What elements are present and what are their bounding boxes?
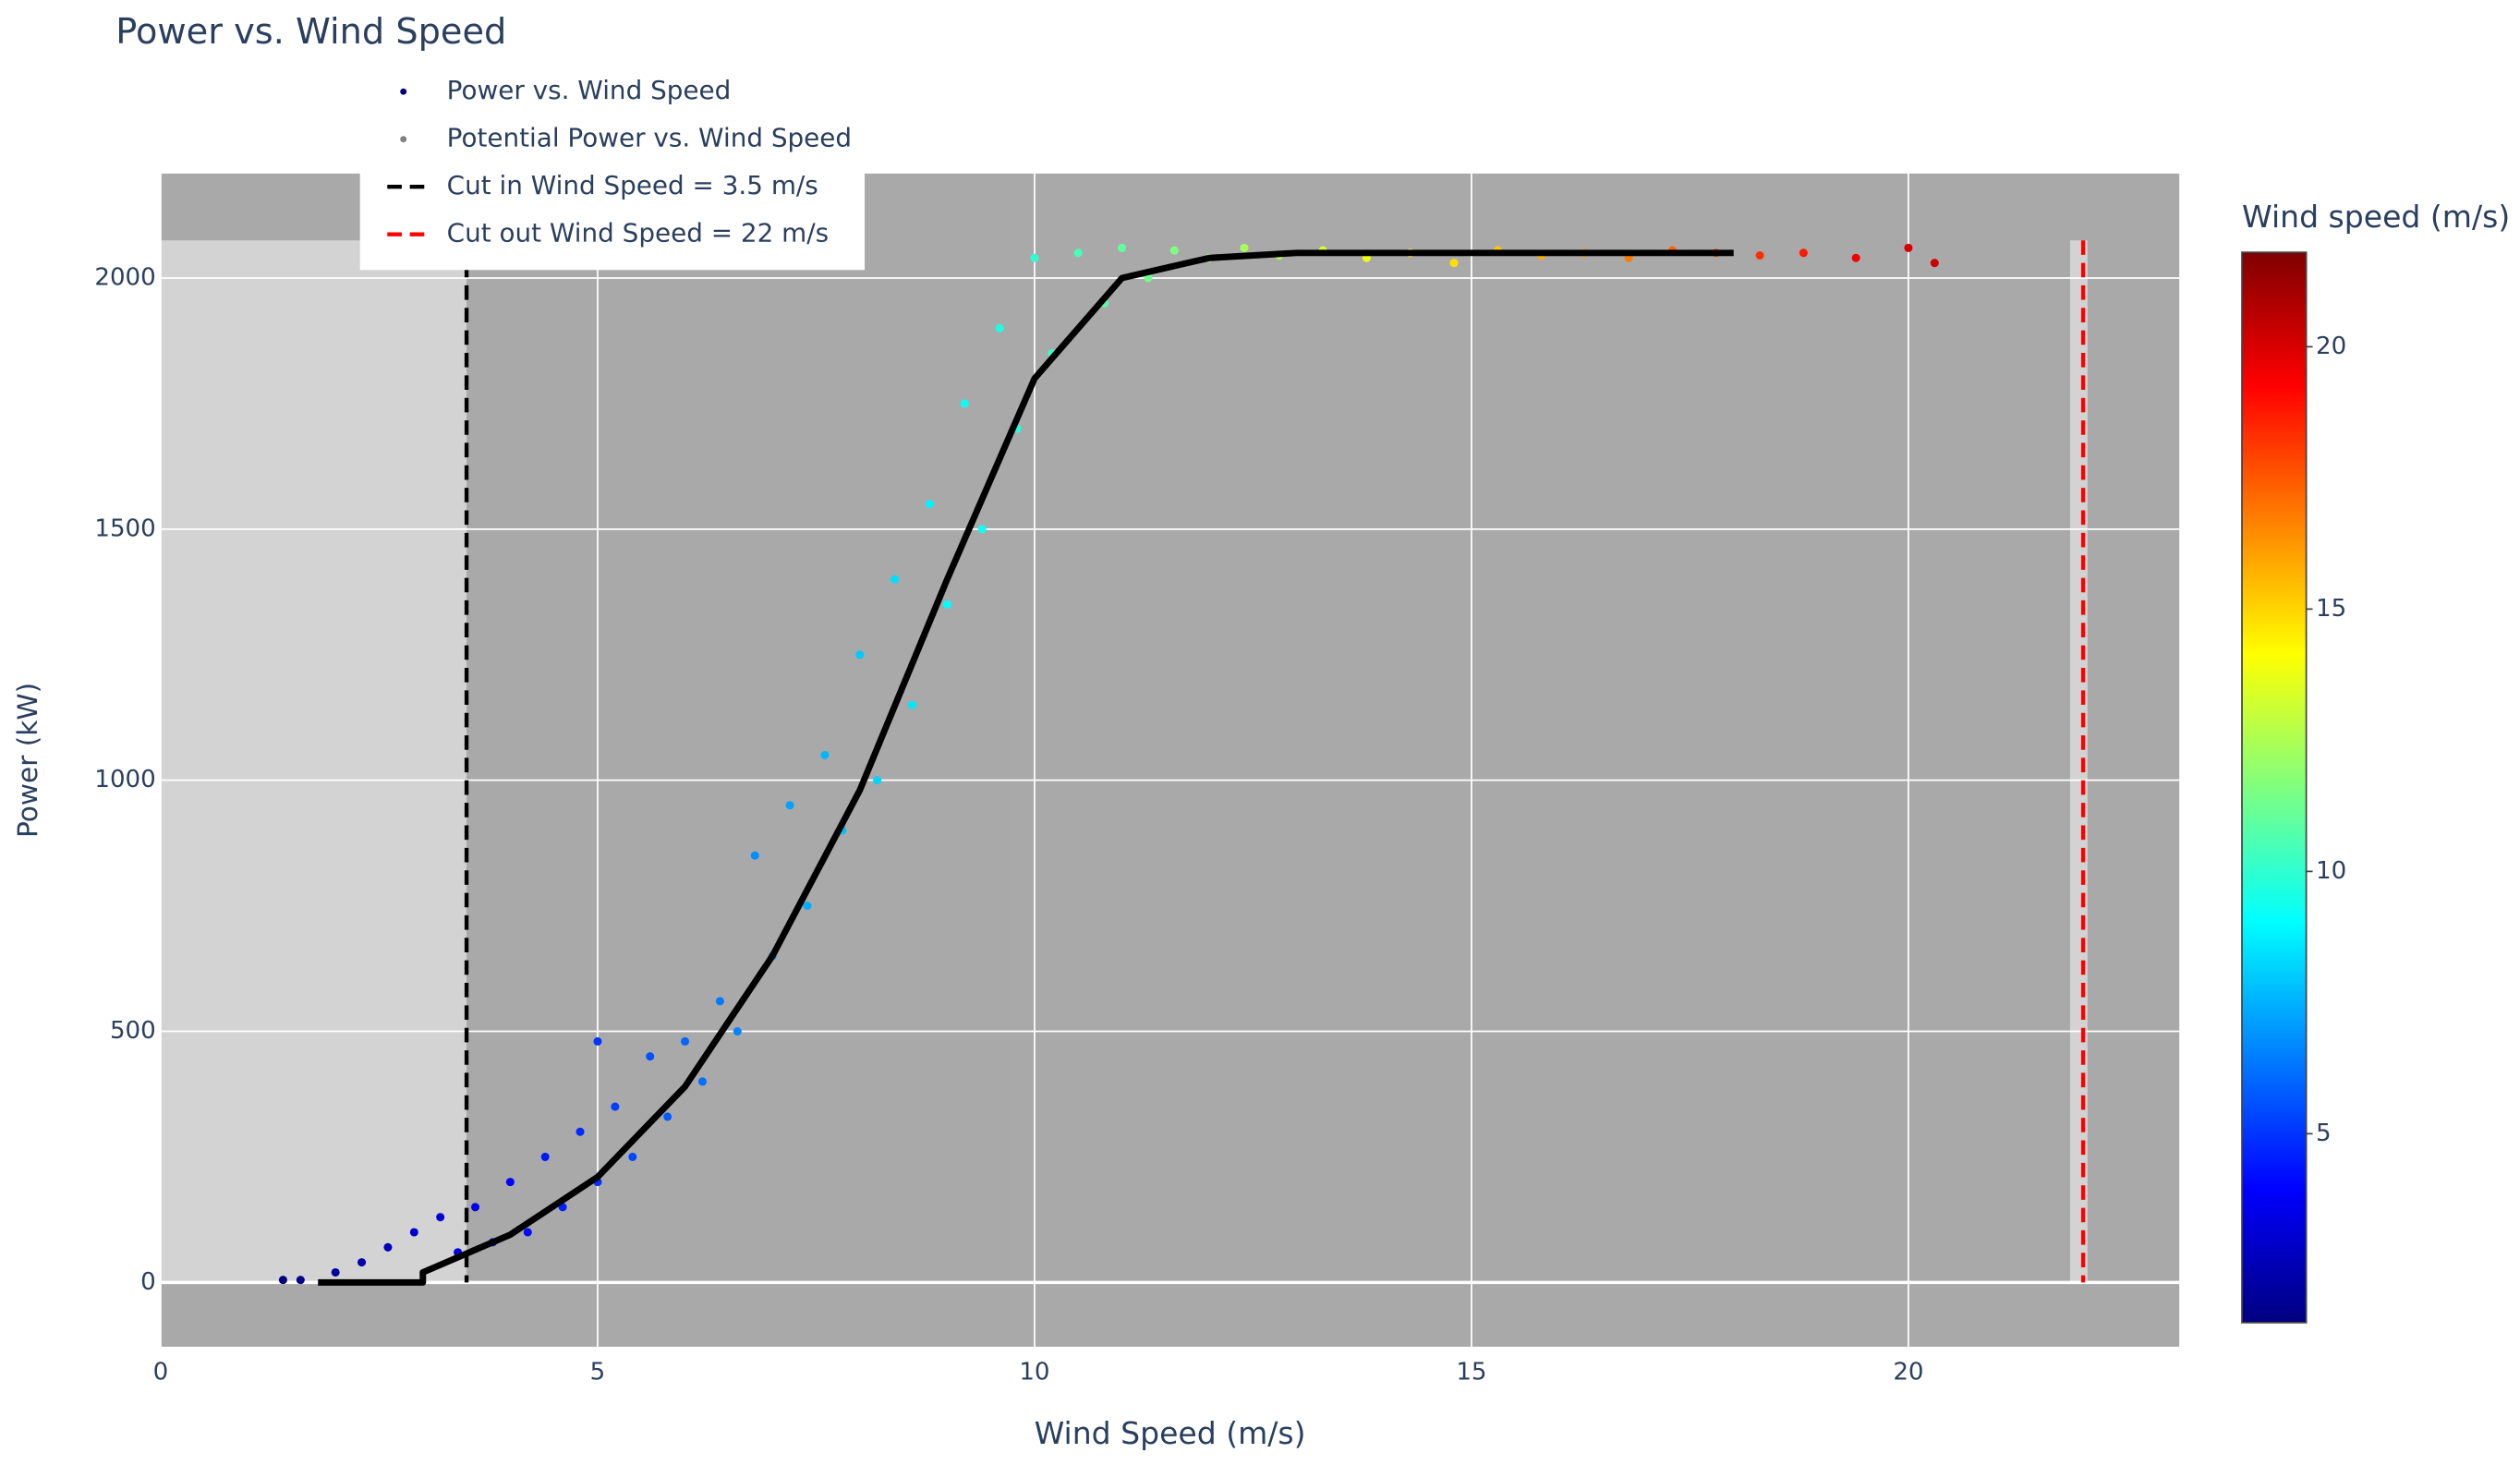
- scatter-point: [1851, 253, 1860, 262]
- scatter-point: [1073, 248, 1083, 258]
- legend-symbol: [400, 136, 407, 143]
- scatter-point: [523, 1228, 532, 1237]
- legend-label: Power vs. Wind Speed: [447, 75, 732, 105]
- scatter-point: [873, 776, 882, 785]
- scatter-point: [995, 323, 1004, 333]
- scatter-point: [505, 1178, 515, 1187]
- colorbar-tick-label: 10: [2316, 857, 2346, 885]
- colorbar-tick-label: 5: [2316, 1120, 2332, 1147]
- scatter-point: [1930, 259, 1939, 268]
- colorbar-tick-label: 15: [2316, 595, 2346, 623]
- scatter-point: [733, 1026, 742, 1036]
- power-curve: [318, 249, 1734, 1286]
- scatter-point: [697, 1077, 708, 1086]
- scatter-point: [331, 1267, 340, 1277]
- scatter-point: [785, 801, 794, 810]
- scatter-point: [1904, 243, 1913, 252]
- y-axis-label: Power (kW): [12, 683, 43, 838]
- shaded-region: [160, 240, 467, 1283]
- chart-title: Power vs. Wind Speed: [115, 11, 506, 53]
- scatter-point: [296, 1276, 305, 1285]
- x-tick-label: 5: [590, 1358, 606, 1386]
- scatter-point: [409, 1228, 418, 1237]
- legend-symbol: [400, 88, 407, 95]
- scatter-point: [357, 1258, 367, 1267]
- scatter-point: [611, 1102, 620, 1111]
- scatter-point: [1449, 259, 1459, 268]
- scatter-point: [855, 650, 865, 660]
- scatter-point: [942, 599, 951, 609]
- scatter-point: [715, 997, 724, 1006]
- x-tick-label: 10: [1019, 1358, 1049, 1386]
- scatter-point: [890, 575, 900, 584]
- y-tick-label: 1500: [94, 515, 155, 542]
- scatter-point: [1169, 246, 1179, 255]
- scatter-point: [1118, 243, 1127, 252]
- scatter-point: [628, 1152, 637, 1161]
- scatter-point: [1755, 250, 1764, 260]
- y-tick-label: 500: [110, 1017, 156, 1045]
- scatter-point: [471, 1203, 480, 1212]
- colorbar-title: Wind speed (m/s): [2242, 199, 2510, 235]
- scatter-point: [960, 399, 969, 408]
- legend-label: Cut in Wind Speed = 3.5 m/s: [447, 170, 818, 200]
- scatter-point: [1240, 243, 1249, 252]
- scatter-point: [820, 750, 830, 760]
- plot-area: [160, 173, 2180, 1347]
- scatter-point: [540, 1152, 550, 1161]
- legend-label: Potential Power vs. Wind Speed: [447, 123, 852, 153]
- scatter-point: [436, 1213, 445, 1222]
- scatter-point: [1799, 248, 1808, 258]
- scatter-point: [593, 1036, 602, 1046]
- legend-box: [359, 163, 866, 271]
- scatter-point: [977, 525, 987, 534]
- x-axis-label: Wind Speed (m/s): [1035, 1415, 1306, 1451]
- colorbar-tick-label: 20: [2316, 333, 2346, 360]
- colorbar: [2241, 251, 2308, 1324]
- y-tick-label: 1000: [94, 766, 155, 793]
- scatter-point: [803, 902, 812, 911]
- x-tick-label: 20: [1893, 1358, 1923, 1386]
- scatter-point: [681, 1036, 690, 1046]
- x-tick-label: 0: [153, 1358, 169, 1386]
- scatter-point: [646, 1052, 655, 1061]
- scatter-point: [925, 500, 934, 509]
- y-tick-label: 0: [140, 1268, 156, 1296]
- scatter-point: [1144, 273, 1153, 283]
- scatter-point: [663, 1112, 672, 1121]
- scatter-point: [1030, 253, 1039, 262]
- legend-label: Cut out Wind Speed = 22 m/s: [447, 218, 830, 248]
- scatter-point: [278, 1276, 287, 1285]
- scatter-point: [750, 851, 759, 860]
- y-tick-label: 2000: [94, 263, 155, 291]
- scatter-point: [907, 700, 917, 709]
- x-tick-label: 15: [1456, 1358, 1486, 1386]
- scatter-point: [383, 1242, 393, 1252]
- scatter-point: [575, 1127, 585, 1136]
